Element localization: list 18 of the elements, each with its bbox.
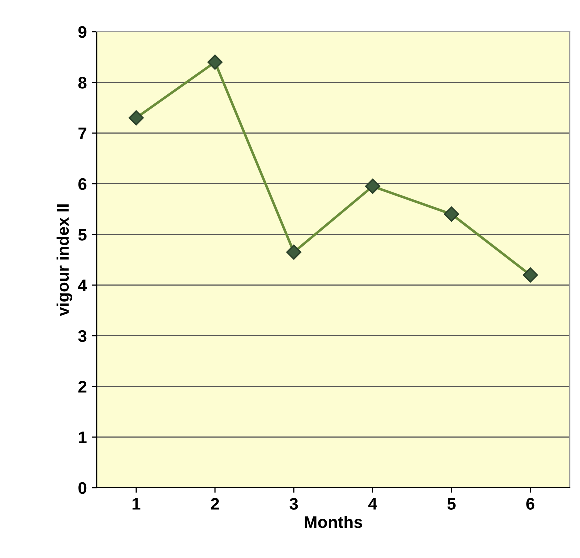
x-tick-label: 3 xyxy=(290,498,298,510)
y-tick-label: 5 xyxy=(78,229,87,241)
y-tick-label: 7 xyxy=(78,128,87,140)
y-tick-label: 6 xyxy=(78,178,87,190)
y-tick-label: 4 xyxy=(78,280,88,292)
y-tick-label: 2 xyxy=(78,381,87,393)
y-tick-label: 9 xyxy=(78,26,87,38)
y-tick-label: 1 xyxy=(79,432,87,444)
x-axis-title: Months xyxy=(304,516,362,528)
y-axis-title: vigour index II xyxy=(56,204,72,316)
x-tick-label: 1 xyxy=(132,498,141,510)
y-tick-label: 0 xyxy=(78,482,87,494)
x-tick-label: 2 xyxy=(211,498,220,510)
x-tick-label: 5 xyxy=(448,498,456,510)
y-tick-label: 3 xyxy=(78,330,87,342)
y-tick-label: 8 xyxy=(78,77,87,89)
x-tick-label: 6 xyxy=(526,498,535,510)
x-tick-label: 4 xyxy=(368,498,378,510)
